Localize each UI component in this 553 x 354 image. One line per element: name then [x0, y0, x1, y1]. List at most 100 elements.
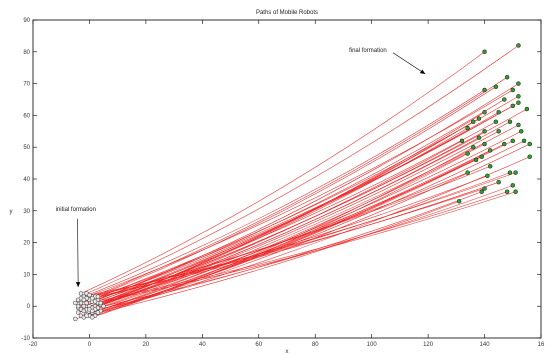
- final-position-marker: [482, 129, 487, 134]
- annotation-label: final formation: [349, 48, 387, 54]
- final-position-marker: [496, 129, 501, 134]
- x-tick-label: 40: [199, 342, 206, 348]
- final-position-marker: [510, 87, 516, 93]
- final-position-marker: [496, 179, 501, 185]
- final-position-marker: [465, 125, 470, 131]
- y-tick-label: 80: [23, 50, 30, 56]
- final-position-marker: [482, 49, 487, 55]
- y-tick-label: 30: [23, 209, 30, 215]
- initial-position-marker: [81, 297, 87, 303]
- robot-path: [97, 83, 519, 301]
- final-position-marker: [513, 170, 518, 175]
- initial-position-marker: [78, 300, 84, 306]
- y-tick-label: -10: [21, 336, 30, 342]
- final-position-marker: [479, 189, 484, 194]
- robot-path: [86, 143, 485, 315]
- annotation-arrow-line: [392, 52, 426, 75]
- final-position-marker: [485, 173, 490, 179]
- final-position-marker: [510, 103, 516, 109]
- y-tick-label: 20: [23, 241, 30, 247]
- initial-position-marker: [101, 303, 106, 309]
- robot-path: [86, 127, 468, 310]
- final-position-marker: [527, 141, 532, 147]
- initial-position-marker: [95, 294, 101, 299]
- final-position-marker: [465, 170, 470, 175]
- initial-position-marker: [95, 310, 101, 315]
- robot-path: [89, 131, 499, 310]
- robot-path: [92, 191, 482, 312]
- initial-position-marker: [84, 313, 89, 318]
- final-position-marker: [496, 109, 501, 115]
- x-tick-label: 120: [423, 342, 434, 348]
- initial-position-marker: [81, 303, 87, 309]
- robot-path: [92, 140, 513, 313]
- final-position-marker: [510, 138, 516, 144]
- annotation-arrow-line: [77, 218, 79, 288]
- annotation-arrow-head: [75, 282, 81, 288]
- x-axis-label: x: [286, 349, 289, 354]
- robot-path: [92, 99, 505, 302]
- final-position-marker: [516, 122, 521, 128]
- robot-path: [92, 77, 508, 297]
- x-tick-label: 0: [88, 342, 92, 348]
- final-position-marker: [516, 81, 521, 86]
- final-position-marker: [527, 154, 532, 159]
- final-position-marker: [459, 138, 465, 144]
- robot-path: [97, 124, 519, 309]
- robot-path: [80, 172, 516, 299]
- y-tick-label: 60: [23, 113, 30, 119]
- final-position-marker: [471, 119, 476, 125]
- initial-position-marker: [73, 316, 78, 322]
- initial-position-marker: [73, 300, 78, 306]
- robot-path: [92, 172, 468, 299]
- final-position-marker: [502, 97, 507, 102]
- final-position-marker: [473, 157, 479, 163]
- final-position-marker: [510, 183, 516, 188]
- final-position-marker: [482, 109, 487, 115]
- y-axis-label: y: [10, 209, 13, 215]
- robot-path: [100, 140, 525, 312]
- robot-path: [94, 86, 496, 297]
- final-position-marker: [507, 119, 513, 125]
- final-position-marker: [493, 84, 499, 90]
- initial-position-marker: [84, 300, 89, 306]
- final-position-marker: [516, 100, 521, 105]
- y-tick-label: 50: [23, 145, 30, 151]
- initial-position-marker: [90, 315, 95, 320]
- initial-positions: [73, 291, 106, 322]
- robot-path: [83, 111, 499, 307]
- x-tick-label: 100: [367, 342, 378, 348]
- x-tick-label: 16: [538, 342, 545, 348]
- y-tick-label: 10: [23, 272, 30, 278]
- final-position-marker: [513, 189, 518, 194]
- final-position-marker: [479, 154, 484, 159]
- x-tick-label: 60: [255, 342, 262, 348]
- robot-path: [80, 105, 513, 304]
- x-tick-label: 140: [480, 342, 491, 348]
- final-position-marker: [504, 189, 510, 194]
- chart-annotations: final formation initial formation: [56, 48, 426, 288]
- robot-path: [95, 191, 508, 302]
- final-position-marker: [465, 151, 470, 156]
- final-position-marker: [518, 129, 524, 134]
- final-positions: [456, 43, 532, 204]
- initial-position-marker: [75, 303, 81, 309]
- x-axis-ticks: -20 0 20 40 60 80 100 120 140 16: [29, 20, 545, 348]
- robot-path: [83, 89, 485, 297]
- robot-path: [80, 51, 485, 294]
- initial-position-marker: [90, 308, 95, 314]
- y-tick-label: 40: [23, 177, 30, 183]
- y-tick-label: 0: [27, 304, 31, 310]
- final-position-marker: [476, 135, 482, 140]
- final-position-marker: [476, 116, 482, 121]
- final-position-marker: [502, 141, 507, 147]
- annotation-arrow-head: [419, 69, 426, 75]
- robot-paths: [75, 45, 530, 320]
- robot-path: [83, 181, 499, 301]
- robot-path: [86, 201, 460, 317]
- final-position-marker: [504, 74, 510, 80]
- y-tick-label: 70: [23, 82, 30, 88]
- chart-title: Paths of Mobile Robots: [256, 10, 318, 16]
- robot-path: [86, 45, 519, 294]
